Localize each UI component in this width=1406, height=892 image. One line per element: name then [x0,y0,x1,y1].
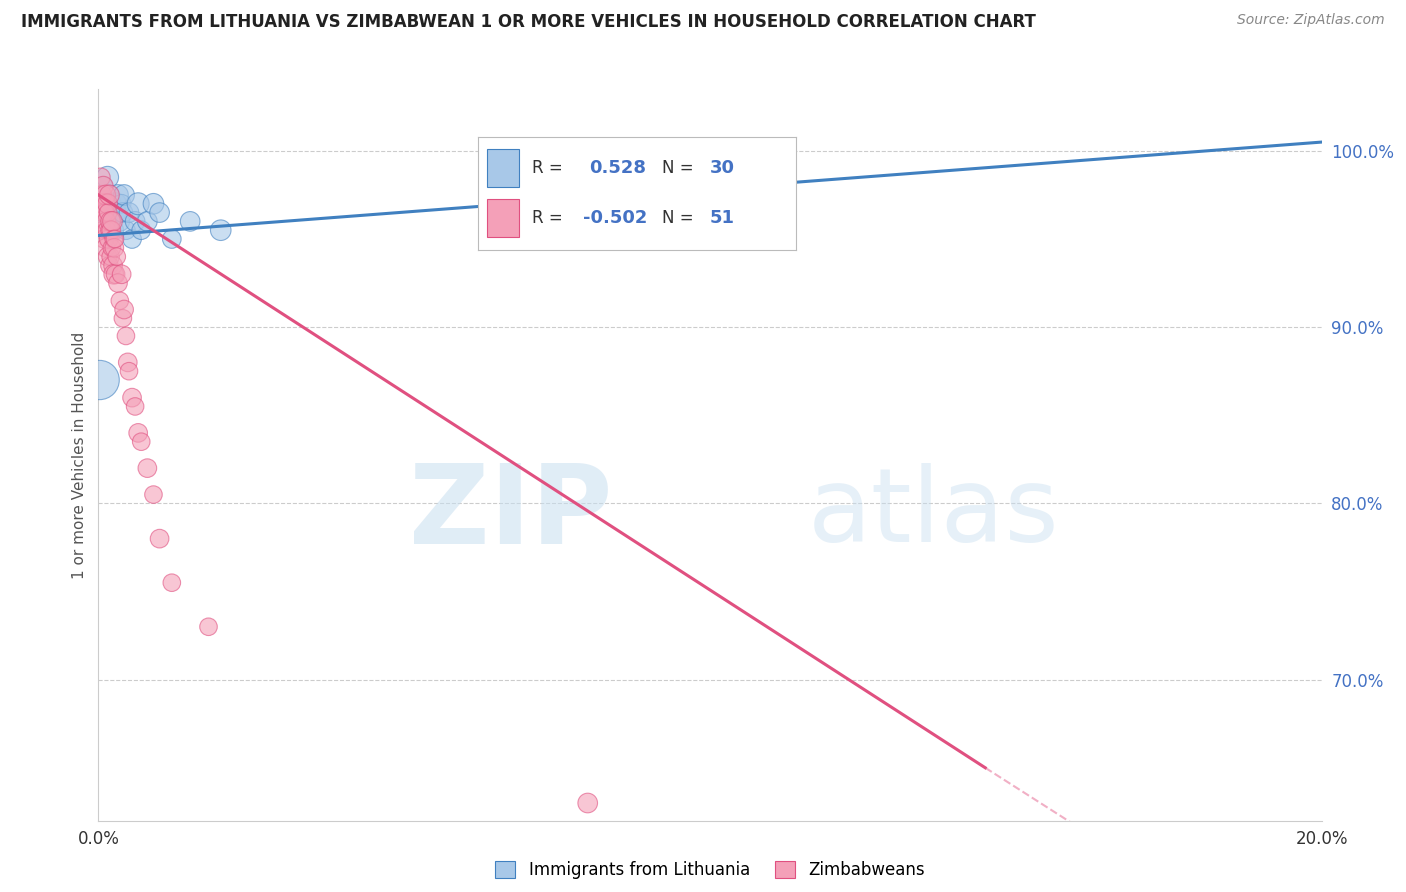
Point [103,241,125,255]
Point [90,214,112,228]
Point [108,214,131,228]
Point [118,364,141,378]
Point [101,214,124,228]
Point [118,205,141,219]
Point [197,620,219,634]
Text: N =: N = [662,159,693,177]
Point [89,373,111,387]
Point [94,196,117,211]
Point [101,259,124,273]
Point [160,232,183,246]
Point [93,205,115,219]
Point [93,232,115,246]
Point [90,188,112,202]
Text: 30: 30 [710,159,735,177]
Point [576,796,599,810]
Point [91,188,114,202]
Point [117,355,139,369]
Point [111,196,134,211]
Point [97,250,120,264]
Y-axis label: 1 or more Vehicles in Household: 1 or more Vehicles in Household [72,331,87,579]
Point [112,188,135,202]
Bar [486,149,519,186]
Text: ZIP: ZIP [409,460,612,567]
Point [111,205,134,219]
Point [179,214,201,228]
Point [121,232,143,246]
Point [111,267,134,281]
Point [98,259,121,273]
Legend: Immigrants from Lithuania, Zimbabweans: Immigrants from Lithuania, Zimbabweans [489,854,931,886]
Point [89,196,111,211]
Point [115,223,138,237]
Text: Source: ZipAtlas.com: Source: ZipAtlas.com [1237,13,1385,28]
Point [97,214,120,228]
Point [115,329,138,343]
Point [127,196,149,211]
Point [104,196,127,211]
Point [98,188,121,202]
Point [97,232,120,246]
Point [108,293,131,308]
Point [91,179,114,194]
Point [104,267,127,281]
Point [129,434,152,449]
Point [94,241,117,255]
Point [124,214,146,228]
Point [127,425,149,440]
Point [111,311,134,326]
Point [100,250,122,264]
Text: 51: 51 [710,209,735,227]
Point [94,188,117,202]
Point [160,575,183,590]
Point [142,196,165,211]
Point [107,276,129,290]
Point [97,205,120,219]
Text: IMMIGRANTS FROM LITHUANIA VS ZIMBABWEAN 1 OR MORE VEHICLES IN HOUSEHOLD CORRELAT: IMMIGRANTS FROM LITHUANIA VS ZIMBABWEAN … [21,13,1036,31]
Point [93,205,115,219]
Text: R =: R = [531,159,562,177]
Point [100,214,122,228]
Point [101,241,124,255]
Point [101,196,124,211]
Point [103,232,125,246]
Point [97,170,120,185]
Point [129,223,152,237]
Point [124,400,146,414]
Point [121,391,143,405]
Point [149,532,172,546]
Point [142,487,165,501]
Bar [486,199,519,236]
Point [112,302,135,317]
Point [104,232,127,246]
Point [96,223,118,237]
Text: N =: N = [662,209,693,227]
Point [103,267,125,281]
Point [98,188,121,202]
Point [149,205,172,219]
Text: atlas: atlas [808,463,1060,564]
Point [107,188,129,202]
Point [96,214,118,228]
Point [97,196,120,211]
Point [100,214,122,228]
Point [136,461,159,475]
Point [136,214,159,228]
Point [105,205,128,219]
Text: 0.528: 0.528 [589,159,645,177]
Point [91,223,114,237]
Point [100,223,122,237]
Text: R =: R = [531,209,562,227]
Point [93,196,115,211]
Point [91,179,114,194]
Point [105,250,128,264]
Point [90,170,112,185]
Point [94,205,117,219]
Point [98,223,121,237]
Point [103,223,125,237]
Text: -0.502: -0.502 [582,209,647,227]
Point [209,223,232,237]
